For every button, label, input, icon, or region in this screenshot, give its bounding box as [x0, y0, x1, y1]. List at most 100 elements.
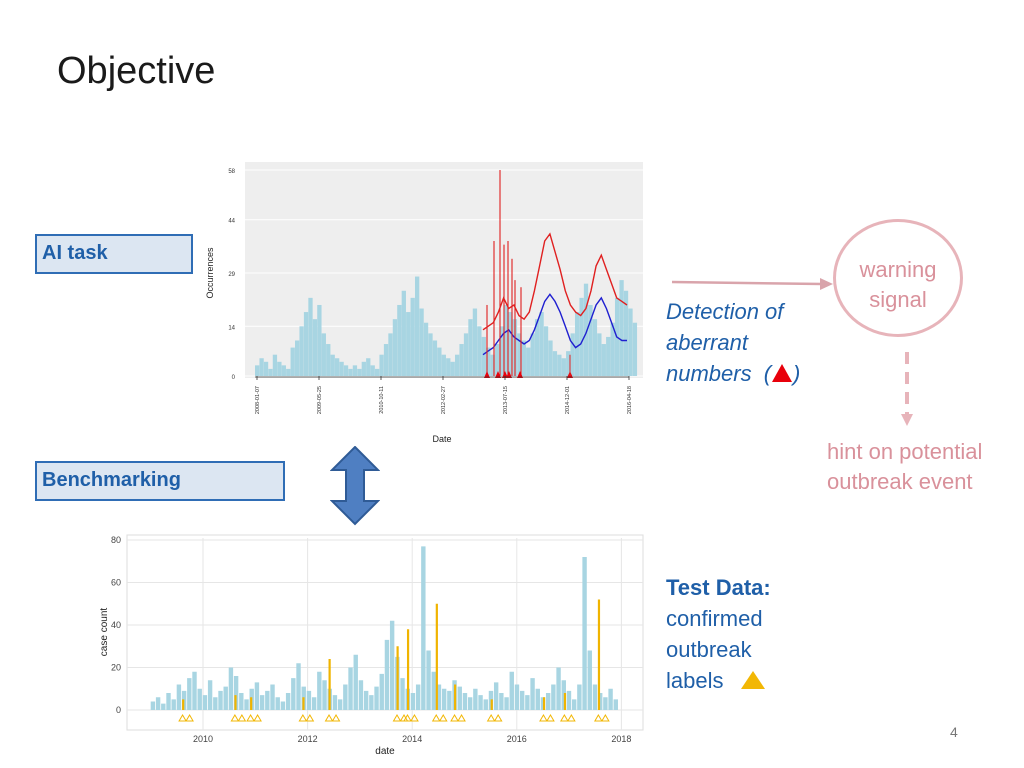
bar [197, 688, 202, 710]
bar [525, 695, 530, 710]
outbreak-marker [410, 714, 419, 722]
page-number: 4 [950, 724, 958, 740]
x-tick-label: 2018 [611, 734, 631, 744]
bar [494, 344, 500, 376]
y-axis-label: Occurrences [205, 247, 215, 299]
bar [254, 682, 260, 710]
bar [285, 693, 291, 710]
outbreak-marker [403, 714, 412, 722]
bar [299, 326, 304, 376]
bar [410, 297, 415, 376]
detection-line-1: Detection of [666, 299, 784, 324]
bar [366, 358, 371, 376]
bar [477, 326, 482, 376]
x-tick-label: 2016-04-18 [627, 386, 633, 414]
bar [259, 695, 265, 710]
bar [619, 280, 624, 376]
x-tick-label: 2013-07-15 [503, 386, 509, 414]
test-data-text: Test Data: confirmed outbreak labels [666, 572, 771, 696]
outbreak-bar [542, 697, 546, 710]
bar [421, 546, 426, 710]
x-tick-label: 2012-02-27 [441, 386, 447, 414]
bar [369, 695, 374, 710]
test-data-line-2: outbreak [666, 637, 752, 662]
test-data-heading: Test Data: [666, 575, 771, 600]
dashed-arrow-down-icon [901, 352, 913, 426]
red-triangle-icon [772, 364, 793, 382]
bar [454, 354, 460, 376]
bar [504, 697, 509, 710]
warning-line-1: warning [859, 257, 937, 282]
outbreak-bar [302, 697, 305, 710]
bar [556, 667, 561, 710]
bar [239, 693, 244, 710]
bar [330, 354, 335, 376]
bar [259, 358, 264, 376]
x-tick-label: 2014-12-01 [565, 386, 571, 414]
bar [392, 319, 398, 376]
bar [303, 312, 309, 376]
bar [272, 354, 278, 376]
outbreak-marker [559, 714, 569, 722]
outbreak-marker [493, 714, 503, 722]
outbreak-marker [593, 714, 603, 722]
bar [436, 684, 442, 710]
bar [423, 322, 429, 376]
outbreak-marker [305, 714, 315, 722]
bar [613, 699, 618, 710]
bar [379, 673, 384, 710]
surveillance-chart: 0 14 29 44 58 2008-01-07 2009-05-25 2010-10-11 2… [205, 162, 643, 444]
bar [358, 680, 364, 710]
outbreak-bar [597, 599, 601, 710]
bar [468, 319, 473, 376]
y-tick-label: 20 [111, 663, 121, 673]
bar [432, 340, 438, 376]
bar [539, 312, 544, 376]
x-axis-label: date [375, 746, 395, 757]
bar [150, 701, 156, 710]
double-arrow-icon [330, 446, 380, 526]
bar [543, 326, 549, 376]
bar [521, 340, 526, 376]
bar [296, 663, 301, 710]
bar [401, 290, 406, 376]
outbreak-marker [546, 714, 555, 722]
bar [530, 333, 535, 376]
bar [187, 678, 192, 710]
bar [265, 690, 270, 710]
outbreak-bar [328, 659, 331, 710]
bar [450, 361, 455, 376]
threshold-line [482, 232, 628, 331]
bar [597, 333, 602, 376]
outbreak-bar [406, 629, 410, 710]
bar [308, 297, 313, 376]
outbreak-bar [490, 699, 493, 710]
bar [414, 276, 420, 376]
bar [486, 347, 491, 376]
alarm-marker [506, 371, 512, 378]
bar [383, 344, 389, 376]
bar [286, 368, 291, 376]
bar [592, 319, 598, 376]
bar [623, 290, 629, 376]
bar [306, 690, 312, 710]
bar [473, 688, 478, 710]
bar [213, 697, 218, 710]
ai-task-label: AI task [35, 234, 193, 274]
bar [483, 699, 488, 710]
hint-line-1: hint on potential [827, 439, 983, 464]
outbreak-bar [182, 699, 185, 710]
bar [374, 368, 380, 376]
bar [557, 354, 562, 376]
bar [370, 365, 375, 376]
y-tick-label: 44 [228, 219, 235, 225]
detection-numbers: numbers [666, 361, 752, 386]
bar [437, 347, 442, 376]
bar [176, 684, 182, 710]
bar [472, 308, 478, 376]
bar [493, 682, 499, 710]
bar [280, 701, 286, 710]
bar [526, 347, 531, 376]
outbreak-marker [324, 714, 334, 722]
bar [255, 365, 260, 376]
